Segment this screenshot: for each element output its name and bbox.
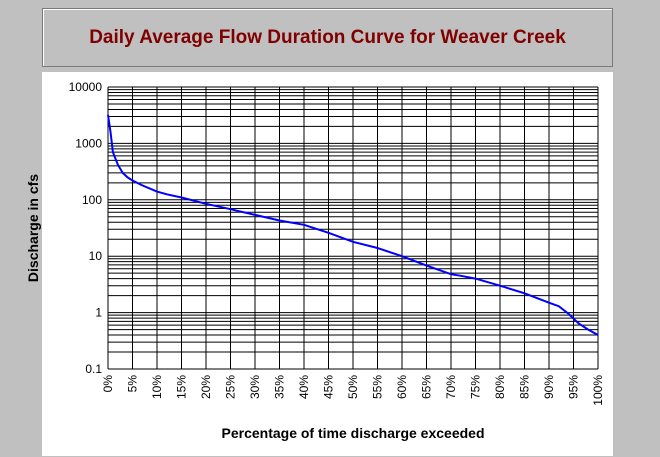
x-tick-label: 45% [322, 375, 336, 399]
x-tick-label: 60% [395, 375, 409, 399]
x-tick-label: 55% [371, 375, 385, 399]
y-tick-label: 100 [82, 193, 102, 207]
y-tick-label: 0.1 [85, 362, 102, 376]
y-tick-label: 10000 [69, 80, 103, 94]
y-tick-label: 1000 [75, 136, 102, 150]
x-tick-label: 10% [150, 375, 164, 399]
x-tick-labels: 0% 5% 10% 15% 20% 25% 30% 35% 40% 45% 50% 55% 60% 65%… [101, 375, 605, 406]
x-axis-title: Percentage of time discharge exceeded [222, 425, 485, 441]
x-tick-label: 5% [126, 375, 140, 393]
y-tick-label: 10 [89, 249, 103, 263]
x-tick-label: 70% [444, 375, 458, 399]
x-tick-label: 30% [248, 375, 262, 399]
x-tick-label: 90% [542, 375, 556, 399]
x-tick-label: 35% [273, 375, 287, 399]
x-tick-label: 50% [346, 375, 360, 399]
x-tick-label: 65% [420, 375, 434, 399]
chart-title-box: Daily Average Flow Duration Curve for We… [42, 8, 613, 67]
plot-area [42, 72, 613, 456]
x-tick-label: 80% [493, 375, 507, 399]
y-tick-label: 1 [95, 306, 102, 320]
x-tick-label: 20% [199, 375, 213, 399]
x-tick-label: 100% [591, 375, 605, 406]
x-tick-label: 85% [518, 375, 532, 399]
x-tick-label: 75% [469, 375, 483, 399]
x-tick-label: 15% [175, 375, 189, 399]
chart-title: Daily Average Flow Duration Curve for We… [89, 27, 566, 48]
flow-duration-line [107, 114, 599, 336]
x-tick-label: 40% [297, 375, 311, 399]
series-layer [107, 114, 599, 336]
y-tick-labels: 0.1 1 10 100 1000 10000 [69, 80, 103, 376]
y-axis-title: Discharge in cfs [25, 174, 41, 282]
x-tick-label: 25% [224, 375, 238, 399]
x-tick-label: 0% [101, 375, 115, 393]
grid-lines [107, 86, 599, 370]
x-tick-label: 95% [567, 375, 581, 399]
